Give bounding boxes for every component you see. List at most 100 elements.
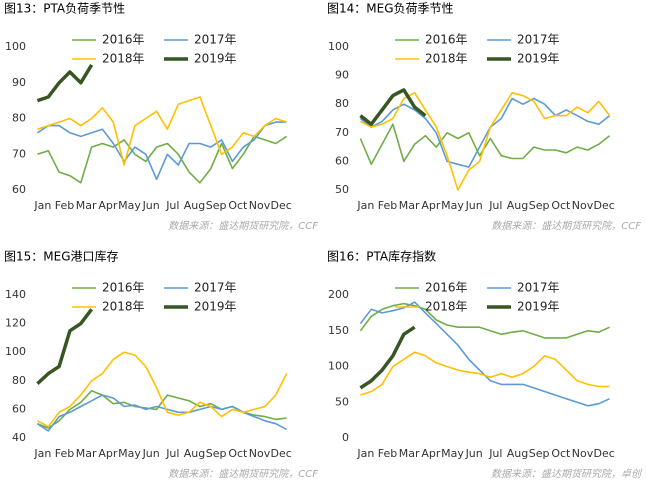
- x-tick-label: Mar: [76, 447, 97, 460]
- x-tick-label: Apr: [98, 199, 118, 212]
- series-line: [36, 308, 93, 385]
- x-tick-label: Jul: [488, 447, 502, 460]
- legend-label: 2016年: [102, 33, 145, 47]
- x-tick-label: Nov: [249, 447, 271, 460]
- y-tick-label: 140: [5, 288, 26, 301]
- y-tick-label: 60: [335, 154, 349, 167]
- x-tick-label: Sep: [206, 199, 227, 212]
- source-note: 数据来源：盛达期货研究院，CCF: [168, 468, 318, 480]
- x-tick-label: May: [441, 199, 464, 212]
- legend-label: 2016年: [425, 281, 468, 295]
- y-tick-label: 60: [12, 183, 26, 196]
- chart-title: 图14：MEG负荷季节性: [327, 2, 454, 16]
- x-tick-label: Jun: [465, 447, 483, 460]
- legend-label: 2017年: [194, 281, 237, 295]
- source-note: 数据来源：盛达期货研究院，卓创: [491, 468, 643, 480]
- x-tick-label: Sep: [206, 447, 227, 460]
- y-tick-label: 150: [328, 324, 349, 337]
- x-tick-label: Nov: [572, 447, 594, 460]
- x-tick-label: Sep: [529, 199, 550, 212]
- series-line: [37, 351, 288, 428]
- x-tick-label: Jun: [465, 199, 483, 212]
- x-tick-label: Jul: [488, 199, 502, 212]
- x-tick-label: Mar: [76, 199, 97, 212]
- chart-title: 图13：PTA负荷季节性: [4, 2, 125, 16]
- x-tick-label: Mar: [399, 447, 420, 460]
- series-line: [359, 301, 610, 407]
- series-line: [360, 351, 610, 396]
- chart-title: 图16：PTA库存指数: [327, 249, 436, 264]
- legend-label: 2019年: [517, 300, 560, 314]
- series-line: [37, 96, 287, 166]
- y-tick-label: 50: [335, 395, 349, 408]
- legend-label: 2017年: [194, 33, 237, 47]
- series-line: [37, 135, 288, 184]
- x-tick-label: Jan: [356, 447, 374, 460]
- legend-label: 2016年: [425, 33, 468, 47]
- source-note: 数据来源：盛达期货研究院，CCF: [168, 220, 318, 232]
- y-tick-label: 50: [335, 183, 349, 196]
- x-tick-label: Dec: [271, 447, 292, 460]
- legend-label: 2017年: [517, 33, 560, 47]
- x-tick-label: Feb: [55, 447, 74, 460]
- x-tick-label: Dec: [594, 447, 615, 460]
- y-tick-label: 100: [328, 40, 349, 53]
- x-tick-label: Jan: [33, 199, 51, 212]
- source-note: 数据来源：盛达期货研究院，CCF: [491, 220, 641, 232]
- x-tick-label: May: [118, 199, 141, 212]
- y-tick-label: 0: [342, 431, 349, 444]
- x-tick-label: Jul: [165, 447, 179, 460]
- y-tick-label: 70: [12, 147, 26, 160]
- series-line: [36, 394, 287, 432]
- y-tick-label: 100: [328, 360, 349, 373]
- x-tick-label: Mar: [399, 199, 420, 212]
- series-line: [36, 121, 287, 181]
- series-line: [359, 123, 611, 166]
- series-line: [359, 88, 427, 126]
- x-tick-label: Apr: [421, 447, 441, 460]
- x-tick-label: Oct: [551, 447, 571, 460]
- x-tick-label: Feb: [378, 199, 397, 212]
- x-tick-label: May: [118, 447, 141, 460]
- y-tick-label: 100: [5, 40, 26, 53]
- x-tick-label: Jul: [165, 199, 179, 212]
- legend-label: 2018年: [102, 300, 145, 314]
- x-tick-label: Apr: [421, 199, 441, 212]
- x-tick-label: Aug: [507, 199, 528, 212]
- x-tick-label: Nov: [572, 199, 594, 212]
- x-tick-label: Oct: [228, 447, 248, 460]
- x-tick-label: Sep: [529, 447, 550, 460]
- legend-label: 2019年: [194, 52, 237, 66]
- legend-label: 2019年: [194, 300, 237, 314]
- x-tick-label: Dec: [271, 199, 292, 212]
- legend-label: 2017年: [517, 281, 560, 295]
- legend-label: 2018年: [102, 52, 145, 66]
- x-tick-label: May: [441, 447, 464, 460]
- series-line: [359, 302, 610, 339]
- y-tick-label: 40: [12, 431, 26, 444]
- x-tick-label: Oct: [551, 199, 571, 212]
- x-tick-label: Feb: [378, 447, 397, 460]
- y-tick-label: 200: [328, 288, 349, 301]
- y-tick-label: 80: [335, 97, 349, 110]
- series-line: [36, 63, 94, 103]
- legend-label: 2019年: [517, 52, 560, 66]
- x-tick-label: Jan: [33, 447, 51, 460]
- x-tick-label: Jan: [356, 199, 374, 212]
- y-tick-label: 70: [335, 126, 349, 139]
- x-tick-label: Aug: [184, 447, 205, 460]
- y-tick-label: 80: [12, 112, 26, 125]
- y-tick-label: 90: [335, 69, 349, 82]
- chart-title: 图15：MEG港口库存: [4, 249, 119, 264]
- y-tick-label: 120: [5, 317, 26, 330]
- x-tick-label: Apr: [98, 447, 118, 460]
- x-tick-label: Oct: [228, 199, 248, 212]
- series-line: [359, 97, 611, 168]
- y-tick-label: 100: [5, 345, 26, 358]
- y-tick-label: 80: [12, 374, 26, 387]
- x-tick-label: Dec: [594, 199, 615, 212]
- x-tick-label: Aug: [184, 199, 205, 212]
- legend-label: 2016年: [102, 281, 145, 295]
- series-line: [359, 325, 416, 390]
